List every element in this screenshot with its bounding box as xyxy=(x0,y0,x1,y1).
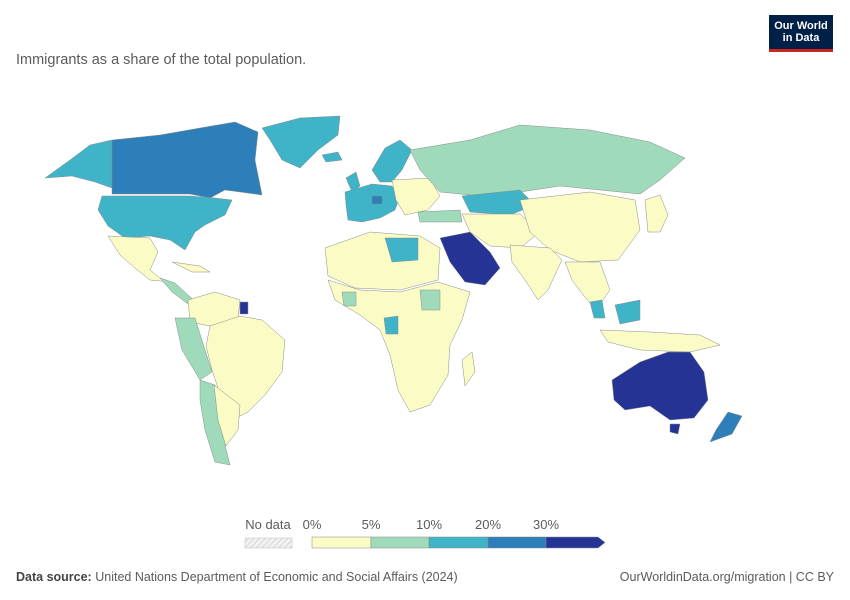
region-japan[interactable] xyxy=(644,194,669,233)
legend-bin-30-plus xyxy=(545,536,606,549)
region-scandinavia[interactable] xyxy=(371,139,413,183)
legend-bin-0-5 xyxy=(311,536,372,549)
region-caribbean[interactable] xyxy=(171,261,211,273)
legend-tick-20: 20% xyxy=(475,517,501,532)
owid-logo[interactable]: Our World in Data xyxy=(769,15,833,52)
world-map[interactable] xyxy=(0,80,850,480)
region-gabon[interactable] xyxy=(383,315,399,335)
legend-bin-10-20 xyxy=(428,536,489,549)
region-libya[interactable] xyxy=(384,237,419,263)
region-east-africa-highlight[interactable] xyxy=(419,289,441,311)
legend-tick-10: 10% xyxy=(416,517,442,532)
legend-tick-5: 5% xyxy=(362,517,381,532)
region-alaska[interactable] xyxy=(44,139,113,189)
region-uk[interactable] xyxy=(345,171,361,193)
region-usa[interactable] xyxy=(97,195,233,251)
chart-subtitle: Immigrants as a share of the total popul… xyxy=(16,52,307,68)
region-russia[interactable] xyxy=(409,124,686,197)
region-iceland[interactable] xyxy=(321,151,343,163)
region-switzerland[interactable] xyxy=(371,195,383,205)
region-australia[interactable] xyxy=(611,351,709,421)
region-malaysia[interactable] xyxy=(589,299,606,319)
legend-bin-5-10 xyxy=(370,536,430,549)
logo-line-1: Our World xyxy=(774,20,828,32)
region-west-africa-highlight[interactable] xyxy=(341,291,357,307)
data-source: Data source: United Nations Department o… xyxy=(16,570,458,584)
legend-tick-30: 30% xyxy=(533,517,559,532)
region-borneo[interactable] xyxy=(614,299,641,325)
source-url[interactable]: OurWorldinData.org/migration | CC BY xyxy=(619,570,834,584)
region-indonesia[interactable] xyxy=(599,329,721,353)
data-source-prefix: Data source: xyxy=(16,570,92,584)
region-new-zealand[interactable] xyxy=(709,411,743,443)
region-turkey[interactable] xyxy=(417,209,463,223)
region-north-africa[interactable] xyxy=(324,231,441,291)
region-greenland[interactable] xyxy=(261,115,341,169)
region-madagascar[interactable] xyxy=(461,351,476,387)
legend-no-data-label: No data xyxy=(245,517,291,532)
region-argentina[interactable] xyxy=(213,384,241,447)
region-tasmania[interactable] xyxy=(669,423,681,435)
legend-tick-0: 0% xyxy=(303,517,322,532)
region-arabian-peninsula[interactable] xyxy=(439,231,501,286)
region-canada[interactable] xyxy=(111,121,263,199)
region-peru[interactable] xyxy=(174,317,213,381)
region-kazakhstan[interactable] xyxy=(461,189,536,216)
region-french-guiana[interactable] xyxy=(239,301,249,315)
logo-line-2: in Data xyxy=(782,32,820,44)
region-sub-saharan-africa[interactable] xyxy=(327,279,471,413)
legend-no-data-swatch xyxy=(244,537,293,549)
region-mexico[interactable] xyxy=(107,235,171,283)
region-southeast-asia[interactable] xyxy=(564,261,611,311)
region-china[interactable] xyxy=(519,191,641,263)
region-india[interactable] xyxy=(509,244,563,301)
legend-bin-20-30 xyxy=(487,536,547,549)
data-source-text: United Nations Department of Economic an… xyxy=(95,570,458,584)
